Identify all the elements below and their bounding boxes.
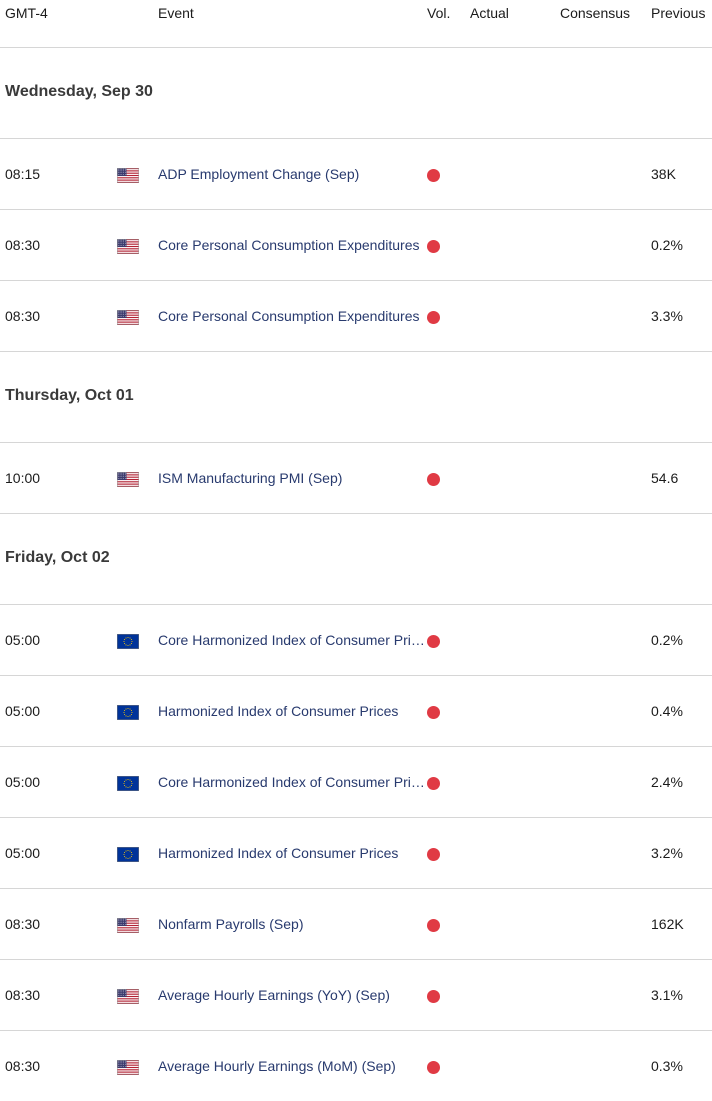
event-name-link[interactable]: Core Personal Consumption Expenditures	[158, 308, 420, 324]
day-label: Friday, Oct 02	[5, 549, 110, 566]
day-label: Wednesday, Sep 30	[5, 83, 153, 100]
day-header: Thursday, Oct 01	[0, 352, 712, 443]
event-row[interactable]: 08:15 ADP Employment Change (Sep) 38K	[0, 139, 712, 210]
event-time: 05:00	[5, 845, 41, 861]
calendar-header: GMT-4 Event Vol. Actual Consensus Previo…	[0, 0, 712, 48]
day-label: Thursday, Oct 01	[5, 387, 134, 404]
event-name-link[interactable]: Nonfarm Payrolls (Sep)	[158, 916, 304, 932]
previous-value: 54.6	[651, 470, 679, 486]
event-column-header: Event	[158, 5, 194, 21]
eu-flag-icon	[117, 776, 139, 791]
high-volatility-icon	[427, 311, 440, 324]
event-name-link[interactable]: Core Personal Consumption Expenditures	[158, 237, 420, 253]
previous-column-header: Previous	[651, 5, 706, 21]
event-time: 08:30	[5, 1058, 41, 1074]
event-name-link[interactable]: Core Harmonized Index of Consumer Prices	[158, 632, 426, 648]
event-row[interactable]: 08:30 Core Personal Consumption Expenditu…	[0, 210, 712, 281]
day-header: Friday, Oct 02	[0, 514, 712, 605]
event-row[interactable]: 08:30 Average Hourly Earnings (MoM) (Sep)…	[0, 1031, 712, 1101]
event-name-link[interactable]: Harmonized Index of Consumer Prices	[158, 703, 399, 719]
event-row[interactable]: 05:00 Harmonized Index of Consumer Prices…	[0, 818, 712, 889]
event-row[interactable]: 08:30 Nonfarm Payrolls (Sep) 162K	[0, 889, 712, 960]
vol-column-header: Vol.	[427, 5, 451, 21]
previous-value: 0.2%	[651, 237, 683, 253]
event-row[interactable]: 05:00 Core Harmonized Index of Consumer P…	[0, 747, 712, 818]
high-volatility-icon	[427, 919, 440, 932]
high-volatility-icon	[427, 848, 440, 861]
us-flag-icon	[117, 1060, 139, 1075]
actual-column-header: Actual	[470, 5, 509, 21]
event-row[interactable]: 08:30 Core Personal Consumption Expenditu…	[0, 281, 712, 352]
eu-flag-icon	[117, 705, 139, 720]
event-time: 05:00	[5, 632, 41, 648]
eu-flag-icon	[117, 847, 139, 862]
event-time: 08:30	[5, 916, 41, 932]
previous-value: 162K	[651, 916, 684, 932]
us-flag-icon	[117, 989, 139, 1004]
event-name-link[interactable]: ADP Employment Change (Sep)	[158, 166, 360, 182]
high-volatility-icon	[427, 990, 440, 1003]
timezone-header[interactable]: GMT-4	[5, 5, 48, 21]
event-name-link[interactable]: Harmonized Index of Consumer Prices	[158, 845, 399, 861]
high-volatility-icon	[427, 240, 440, 253]
us-flag-icon	[117, 310, 139, 325]
high-volatility-icon	[427, 1061, 440, 1074]
event-time: 08:30	[5, 237, 41, 253]
day-header: Wednesday, Sep 30	[0, 48, 712, 139]
event-row[interactable]: 05:00 Core Harmonized Index of Consumer P…	[0, 605, 712, 676]
event-name-link[interactable]: Core Harmonized Index of Consumer Prices	[158, 774, 426, 790]
event-name-link[interactable]: Average Hourly Earnings (YoY) (Sep)	[158, 987, 390, 1003]
previous-value: 3.2%	[651, 845, 683, 861]
us-flag-icon	[117, 239, 139, 254]
calendar-body: Wednesday, Sep 30 08:15 ADP Employment Cha…	[0, 48, 712, 1101]
previous-value: 0.2%	[651, 632, 683, 648]
previous-value: 0.4%	[651, 703, 683, 719]
event-time: 08:30	[5, 987, 41, 1003]
high-volatility-icon	[427, 473, 440, 486]
event-time: 08:15	[5, 166, 41, 182]
high-volatility-icon	[427, 706, 440, 719]
event-time: 05:00	[5, 703, 41, 719]
event-row[interactable]: 08:30 Average Hourly Earnings (YoY) (Sep)…	[0, 960, 712, 1031]
eu-flag-icon	[117, 634, 139, 649]
event-time: 10:00	[5, 470, 41, 486]
high-volatility-icon	[427, 169, 440, 182]
event-row[interactable]: 05:00 Harmonized Index of Consumer Prices…	[0, 676, 712, 747]
high-volatility-icon	[427, 777, 440, 790]
event-time: 08:30	[5, 308, 41, 324]
event-row[interactable]: 10:00 ISM Manufacturing PMI (Sep) 54.6	[0, 443, 712, 514]
event-name-link[interactable]: Average Hourly Earnings (MoM) (Sep)	[158, 1058, 396, 1074]
previous-value: 2.4%	[651, 774, 683, 790]
consensus-column-header: Consensus	[560, 5, 631, 21]
event-time: 05:00	[5, 774, 41, 790]
high-volatility-icon	[427, 635, 440, 648]
event-name-link[interactable]: ISM Manufacturing PMI (Sep)	[158, 470, 343, 486]
previous-value: 38K	[651, 166, 676, 182]
previous-value: 3.1%	[651, 987, 683, 1003]
us-flag-icon	[117, 472, 139, 487]
us-flag-icon	[117, 918, 139, 933]
previous-value: 0.3%	[651, 1058, 683, 1074]
us-flag-icon	[117, 168, 139, 183]
previous-value: 3.3%	[651, 308, 683, 324]
